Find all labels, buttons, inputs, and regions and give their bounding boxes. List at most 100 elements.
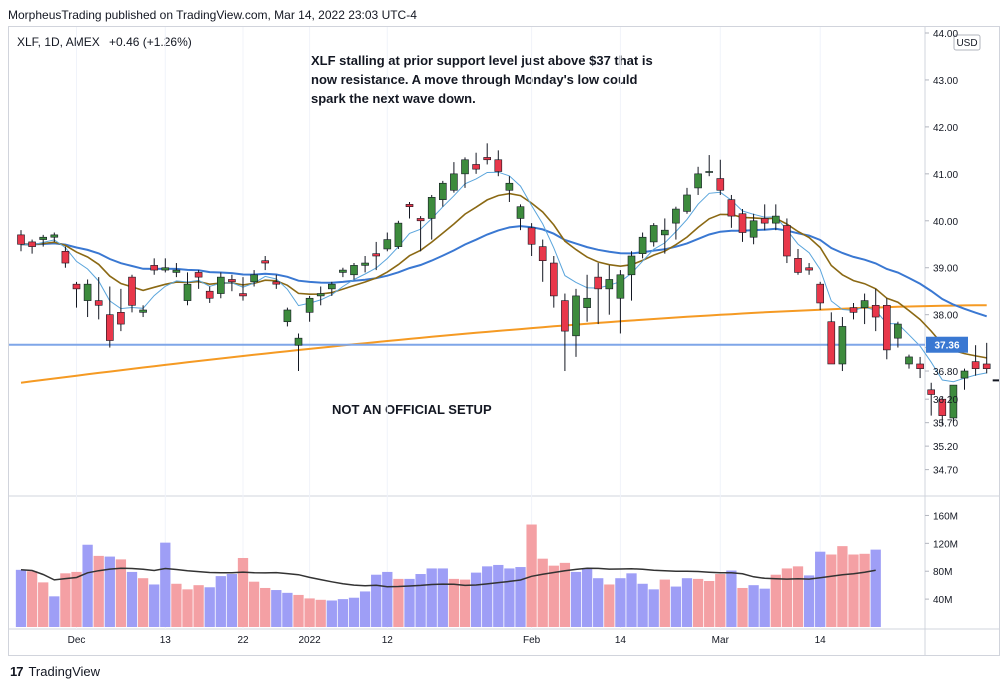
volume-bar[interactable] [770, 574, 781, 627]
volume-bar[interactable] [748, 585, 759, 627]
volume-bar[interactable] [504, 568, 515, 627]
volume-bar[interactable] [15, 569, 27, 627]
volume-bar[interactable] [293, 594, 304, 627]
candle-body[interactable] [794, 258, 802, 273]
sma-200-line[interactable] [20, 304, 987, 384]
candle-body[interactable] [261, 260, 269, 264]
candle-body[interactable] [461, 159, 469, 175]
candle-body[interactable] [39, 236, 48, 240]
volume-bar[interactable] [459, 579, 471, 627]
candle-body[interactable] [627, 255, 636, 276]
volume-bar[interactable] [93, 555, 104, 627]
candle-body[interactable] [805, 267, 813, 271]
candle-body[interactable] [583, 297, 591, 308]
candle-body[interactable] [283, 309, 292, 323]
volume-bar[interactable] [670, 586, 682, 627]
volume-bar[interactable] [282, 592, 293, 627]
volume-bar[interactable] [681, 578, 693, 627]
volume-bar[interactable] [226, 574, 238, 627]
candle-body[interactable] [106, 314, 114, 341]
volume-bar[interactable] [71, 571, 82, 627]
candle-body[interactable] [638, 236, 647, 254]
ema-fast-line[interactable] [20, 171, 987, 383]
candle-body[interactable] [660, 229, 669, 236]
volume-bar[interactable] [537, 558, 548, 627]
volume-bar[interactable] [815, 551, 826, 627]
candle-body[interactable] [938, 398, 947, 416]
volume-bar[interactable] [49, 596, 60, 627]
candlestick-chart[interactable]: XLF, 1D, AMEX +0.46 (+1.26%) USD XLF sta… [9, 27, 1008, 655]
volume-bar[interactable] [548, 565, 559, 627]
volume-bar[interactable] [326, 600, 337, 627]
symbol-legend[interactable]: XLF, 1D, AMEX +0.46 (+1.26%) [17, 35, 192, 49]
volume-bar[interactable] [659, 579, 670, 627]
candle-body[interactable] [183, 283, 192, 301]
candle-body[interactable] [749, 220, 758, 238]
candle-body[interactable] [783, 225, 791, 257]
candle-body[interactable] [61, 251, 70, 264]
volume-bar[interactable] [604, 584, 615, 627]
candle-body[interactable] [28, 241, 36, 247]
candle-body[interactable] [327, 283, 336, 290]
volume-bar[interactable] [215, 576, 226, 627]
volume-bar[interactable] [837, 546, 848, 627]
candle-body[interactable] [672, 208, 680, 224]
volume-bar[interactable] [404, 578, 415, 627]
volume-bar[interactable] [393, 578, 404, 627]
candle-body[interactable] [538, 246, 547, 261]
volume-bar[interactable] [482, 566, 493, 627]
volume-bar[interactable] [737, 587, 748, 627]
volume-bar[interactable] [104, 556, 115, 627]
candle-body[interactable] [205, 290, 214, 299]
candle-body[interactable] [94, 300, 103, 306]
candle-body[interactable] [849, 307, 858, 313]
volume-bar[interactable] [315, 599, 326, 627]
volume-bar[interactable] [115, 559, 127, 627]
candle-body[interactable] [738, 213, 747, 233]
volume-bar[interactable] [126, 571, 138, 627]
candle-body[interactable] [871, 304, 880, 318]
candle-body[interactable] [17, 234, 25, 245]
volume-bar[interactable] [826, 554, 837, 627]
candle-body[interactable] [727, 199, 736, 217]
candle-body[interactable] [927, 389, 936, 395]
volume-bar[interactable] [337, 599, 349, 627]
volume-bar[interactable] [759, 588, 770, 627]
candle-body[interactable] [339, 269, 347, 273]
candle-body[interactable] [217, 276, 225, 294]
candle-body[interactable] [383, 239, 392, 250]
candle-body[interactable] [472, 164, 480, 170]
candle-body[interactable] [150, 265, 158, 271]
sma-50-line[interactable] [20, 225, 988, 318]
volume-bar[interactable] [260, 587, 271, 627]
volume-bar[interactable] [271, 590, 282, 627]
volume-bar[interactable] [182, 589, 193, 627]
candle-body[interactable] [72, 283, 81, 290]
volume-bar[interactable] [204, 587, 215, 627]
candle-body[interactable] [117, 312, 125, 325]
candle-body[interactable] [361, 262, 369, 266]
candle-body[interactable] [438, 182, 447, 200]
brand-name[interactable]: TradingView [28, 664, 101, 679]
candle-body[interactable] [683, 194, 691, 212]
volume-bar[interactable] [692, 578, 704, 627]
volume-bar[interactable] [82, 544, 93, 627]
candle-body[interactable] [860, 300, 869, 308]
candle-body[interactable] [705, 171, 714, 173]
volume-bar[interactable] [615, 578, 626, 627]
volume-bar[interactable] [781, 568, 793, 627]
candle-body[interactable] [960, 370, 969, 379]
candle-body[interactable] [194, 272, 203, 278]
candle-body[interactable] [516, 206, 525, 219]
volume-bar[interactable] [248, 581, 260, 627]
candle-body[interactable] [838, 326, 847, 365]
volume-bar[interactable] [803, 575, 815, 627]
candle-body[interactable] [272, 281, 281, 285]
volume-bar[interactable] [637, 583, 648, 627]
volume-bar[interactable] [382, 571, 393, 627]
volume-bar[interactable] [581, 568, 593, 627]
candle-body[interactable] [128, 276, 136, 306]
candle-body[interactable] [416, 218, 425, 222]
candle-body[interactable] [405, 204, 414, 208]
volume-bar[interactable] [870, 549, 881, 627]
